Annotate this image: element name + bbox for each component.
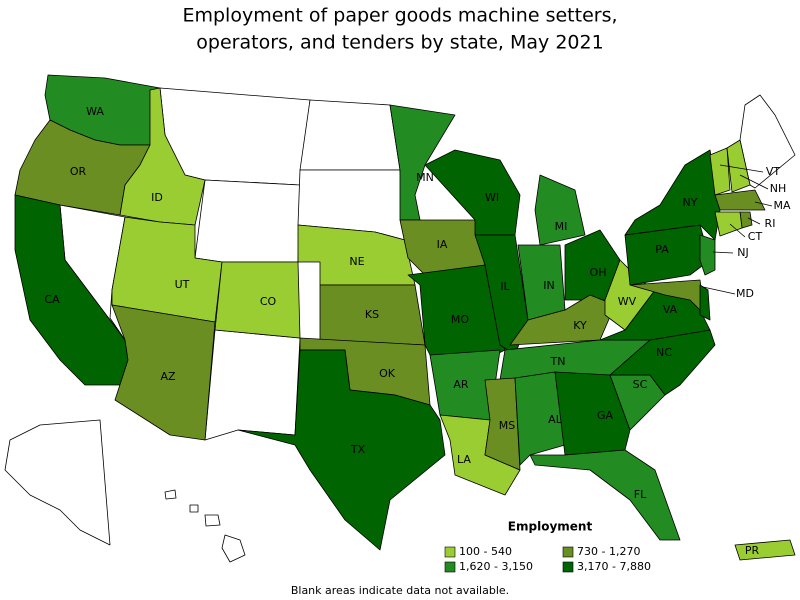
state-label: CO [260, 295, 277, 308]
state-label: ID [151, 191, 163, 204]
state-label: CA [44, 293, 60, 306]
legend-swatch [562, 561, 574, 573]
state [714, 189, 766, 211]
state [214, 261, 301, 339]
leader-line [747, 217, 761, 225]
states [14, 74, 796, 561]
state [111, 304, 216, 441]
state-label: MD [736, 287, 754, 300]
state-label: GA [597, 409, 614, 422]
leader-line [702, 286, 736, 295]
state [164, 489, 177, 500]
state-label: NH [770, 182, 787, 195]
state-label: MO [451, 313, 469, 326]
state-label: IA [437, 238, 448, 251]
leader-line [719, 164, 764, 173]
state-label: RI [765, 217, 776, 230]
state [554, 371, 631, 456]
state-label: WI [485, 191, 499, 204]
state-label: MN [416, 171, 434, 184]
state [699, 234, 716, 276]
state-label: FL [634, 488, 647, 501]
state [529, 449, 681, 541]
leader-line [739, 174, 769, 190]
state [484, 377, 521, 471]
state-label: OK [379, 367, 396, 380]
state [189, 504, 199, 513]
state [709, 147, 731, 196]
leader-line [712, 251, 734, 254]
state [194, 179, 301, 263]
legend: 100 - 540 730 - 1,270 1,620 - 3,150 3,170 -… [444, 545, 651, 573]
legend-title: Employment [508, 520, 593, 534]
legend-label: 730 - 1,270 [577, 545, 640, 558]
state-label: AZ [160, 370, 176, 383]
state-label: IL [500, 280, 510, 293]
state-label: TX [350, 443, 366, 456]
state-label: OH [590, 266, 607, 279]
state [204, 329, 301, 441]
state [389, 104, 456, 221]
state-label: KY [573, 319, 587, 332]
state [299, 99, 401, 171]
state-label: NC [656, 346, 672, 359]
state-label: SC [633, 378, 648, 391]
state [739, 94, 796, 189]
legend-label: 3,170 - 7,880 [577, 560, 651, 573]
state-label: NY [683, 196, 698, 209]
state [204, 514, 221, 527]
state [714, 211, 743, 237]
state-label: VA [663, 303, 678, 316]
state-label: WA [86, 105, 104, 118]
state-label: PR [745, 544, 760, 557]
state-label: OR [70, 165, 87, 178]
state-label: CT [748, 230, 763, 243]
state [734, 539, 796, 561]
state-label: TN [550, 355, 566, 368]
state [534, 174, 586, 246]
state-label: MI [555, 220, 568, 233]
state [624, 149, 721, 241]
state [699, 284, 711, 321]
state-label: MS [499, 419, 515, 432]
state-label: IN [543, 279, 554, 292]
state-label: LA [457, 453, 471, 466]
state-label: UT [175, 278, 190, 291]
state [221, 534, 246, 563]
footnote: Blank areas indicate data not available. [291, 584, 509, 597]
legend-swatch [444, 546, 456, 558]
state-label: VT [766, 165, 781, 178]
legend-swatch [562, 546, 574, 558]
title-line: Employment of paper goods machine setter… [182, 5, 617, 27]
state-label: KS [365, 308, 379, 321]
state [514, 371, 566, 466]
title-line: operators, and tenders by state, May 202… [196, 32, 603, 54]
state-label: AL [548, 413, 563, 426]
leader-line [754, 201, 773, 207]
legend-swatch [444, 561, 456, 573]
legend-label: 100 - 540 [459, 545, 512, 558]
state-label: NE [349, 255, 364, 268]
legend-label: 1,620 - 3,150 [459, 560, 533, 573]
state-label: AR [453, 378, 469, 391]
state-label: NJ [737, 246, 748, 259]
state-label: WV [618, 295, 637, 308]
state-label: MA [773, 199, 790, 212]
state [237, 349, 446, 551]
leader-line [729, 223, 746, 238]
state [424, 149, 521, 236]
state [4, 419, 111, 546]
state-label: PA [655, 243, 669, 256]
state [726, 139, 751, 193]
state [629, 279, 706, 316]
state-labels: WA OR CA ID UT CO AZ NE KS OK TX MN IA MO AR LA WI IL MI IN… [44, 105, 791, 557]
